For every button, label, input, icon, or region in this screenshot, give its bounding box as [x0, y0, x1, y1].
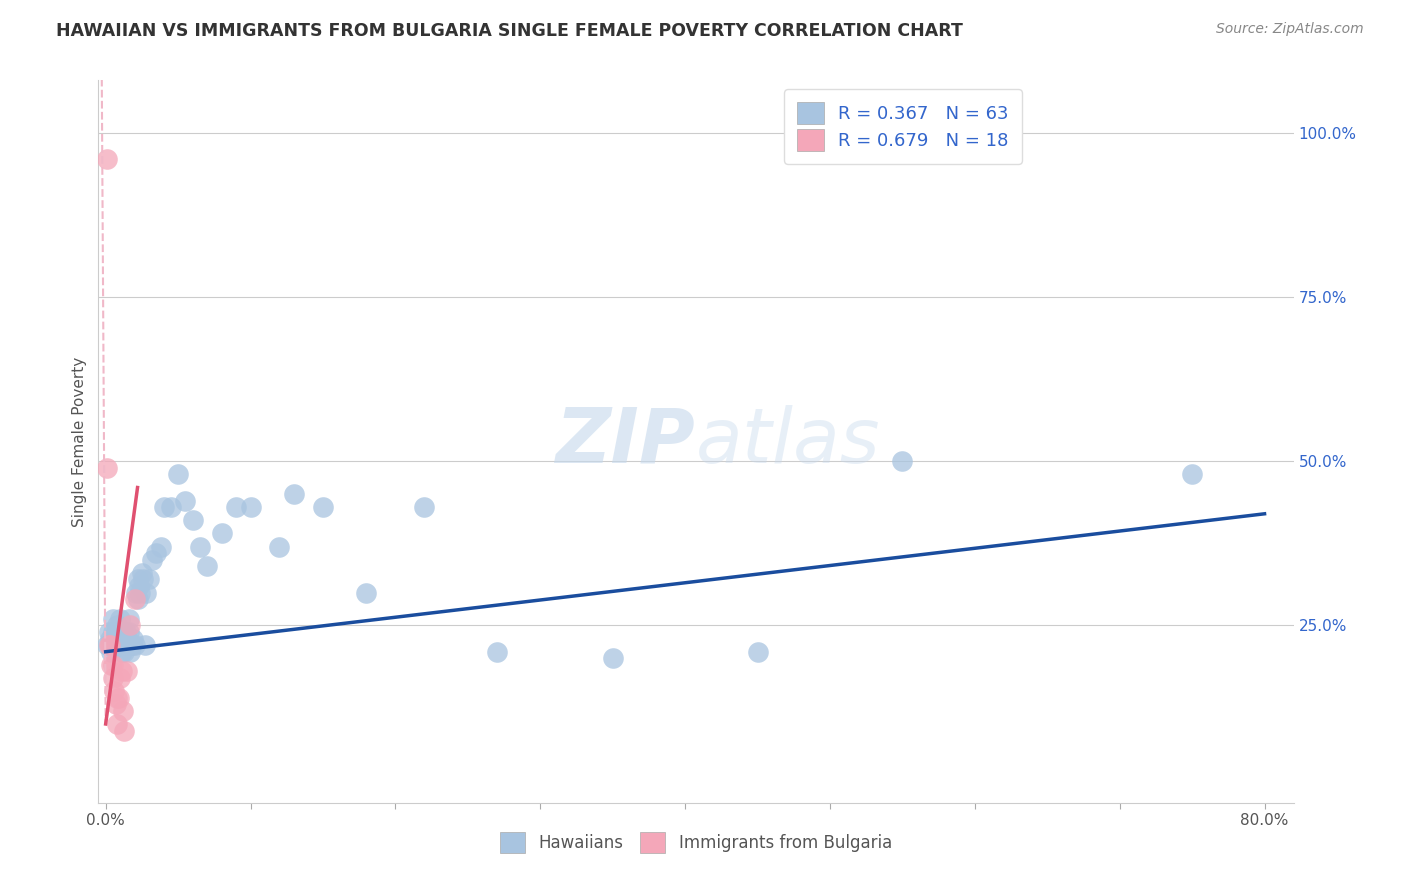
Point: [97, 625, 120, 640]
Point: [108, 638, 131, 652]
Point: [132, 573, 155, 587]
Point: [127, 592, 149, 607]
Point: [107, 690, 129, 705]
Point: [129, 585, 152, 599]
Point: [105, 618, 128, 632]
Point: [112, 638, 135, 652]
Point: [167, 467, 190, 482]
Point: [108, 632, 131, 646]
Point: [602, 651, 624, 665]
Point: [1181, 467, 1204, 482]
Point: [117, 632, 139, 646]
Point: [101, 638, 124, 652]
Point: [112, 625, 135, 640]
Point: [225, 500, 247, 515]
Point: [103, 684, 125, 698]
Legend: Hawaiians, Immigrants from Bulgaria: Hawaiians, Immigrants from Bulgaria: [494, 826, 898, 860]
Point: [115, 638, 138, 652]
Point: [110, 665, 132, 679]
Point: [96, 460, 118, 475]
Point: [138, 573, 160, 587]
Point: [114, 645, 136, 659]
Point: [100, 645, 122, 659]
Point: [181, 513, 204, 527]
Text: atlas: atlas: [696, 405, 880, 478]
Point: [100, 657, 122, 672]
Point: [105, 690, 128, 705]
Point: [356, 585, 378, 599]
Point: [101, 612, 124, 626]
Point: [120, 645, 142, 659]
Point: [312, 500, 335, 515]
Point: [174, 493, 197, 508]
Point: [101, 657, 124, 672]
Point: [124, 638, 146, 652]
Point: [891, 454, 914, 468]
Point: [98, 632, 121, 646]
Point: [107, 632, 129, 646]
Point: [108, 612, 131, 626]
Point: [211, 526, 233, 541]
Point: [115, 625, 138, 640]
Point: [117, 638, 139, 652]
Point: [110, 645, 132, 659]
Point: [120, 618, 142, 632]
Point: [114, 632, 136, 646]
Point: [747, 645, 769, 659]
Point: [104, 638, 127, 652]
Text: Source: ZipAtlas.com: Source: ZipAtlas.com: [1216, 22, 1364, 37]
Point: [127, 573, 149, 587]
Point: [283, 487, 305, 501]
Point: [118, 625, 141, 640]
Point: [121, 638, 143, 652]
Point: [135, 585, 157, 599]
Point: [112, 704, 135, 718]
Point: [485, 645, 508, 659]
Point: [114, 723, 136, 738]
Point: [117, 665, 139, 679]
Point: [98, 638, 121, 652]
Point: [149, 540, 172, 554]
Point: [96, 638, 118, 652]
Point: [239, 500, 262, 515]
Point: [105, 717, 128, 731]
Point: [96, 152, 118, 166]
Text: ZIP: ZIP: [557, 405, 696, 478]
Point: [145, 546, 167, 560]
Point: [101, 671, 124, 685]
Point: [97, 638, 120, 652]
Point: [124, 592, 146, 607]
Point: [152, 500, 174, 515]
Point: [101, 625, 124, 640]
Point: [188, 540, 211, 554]
Text: HAWAIIAN VS IMMIGRANTS FROM BULGARIA SINGLE FEMALE POVERTY CORRELATION CHART: HAWAIIAN VS IMMIGRANTS FROM BULGARIA SIN…: [56, 22, 963, 40]
Point: [128, 579, 150, 593]
Point: [134, 638, 156, 652]
Point: [125, 585, 148, 599]
Point: [160, 500, 183, 515]
Point: [141, 553, 163, 567]
Y-axis label: Single Female Poverty: Single Female Poverty: [72, 357, 87, 526]
Point: [108, 671, 131, 685]
Point: [413, 500, 436, 515]
Point: [131, 566, 153, 580]
Point: [103, 632, 125, 646]
Point: [104, 625, 127, 640]
Point: [118, 612, 141, 626]
Point: [195, 559, 218, 574]
Point: [269, 540, 291, 554]
Point: [122, 632, 145, 646]
Point: [104, 698, 127, 712]
